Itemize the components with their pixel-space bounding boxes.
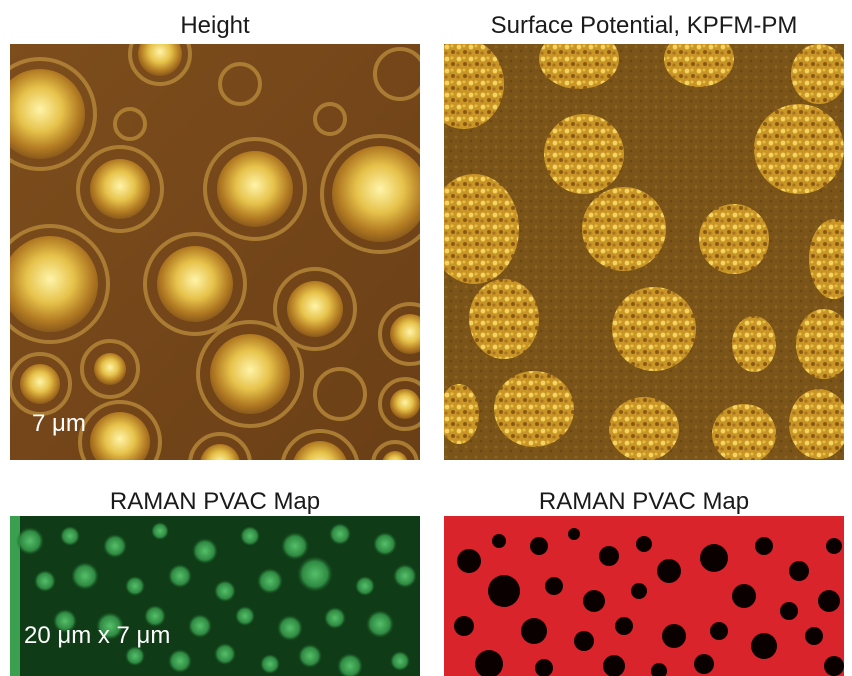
height-scale-bar-label: 7 μm xyxy=(32,410,86,437)
surface-potential-map-image xyxy=(444,44,844,460)
raman-pvac-green-map-image: 20 μm x 7 μm xyxy=(10,516,420,676)
raman-scale-bar-label: 20 μm x 7 μm xyxy=(24,622,171,649)
height-map-image: 7 μm xyxy=(10,44,420,460)
panel-title-surface-potential: Surface Potential, KPFM-PM xyxy=(490,12,798,39)
raman-pvac-red-map-image xyxy=(444,516,844,676)
panel-title-raman-red: RAMAN PVAC Map xyxy=(538,488,750,515)
panel-title-height: Height xyxy=(180,12,250,39)
panel-title-raman-green: RAMAN PVAC Map xyxy=(109,488,321,515)
